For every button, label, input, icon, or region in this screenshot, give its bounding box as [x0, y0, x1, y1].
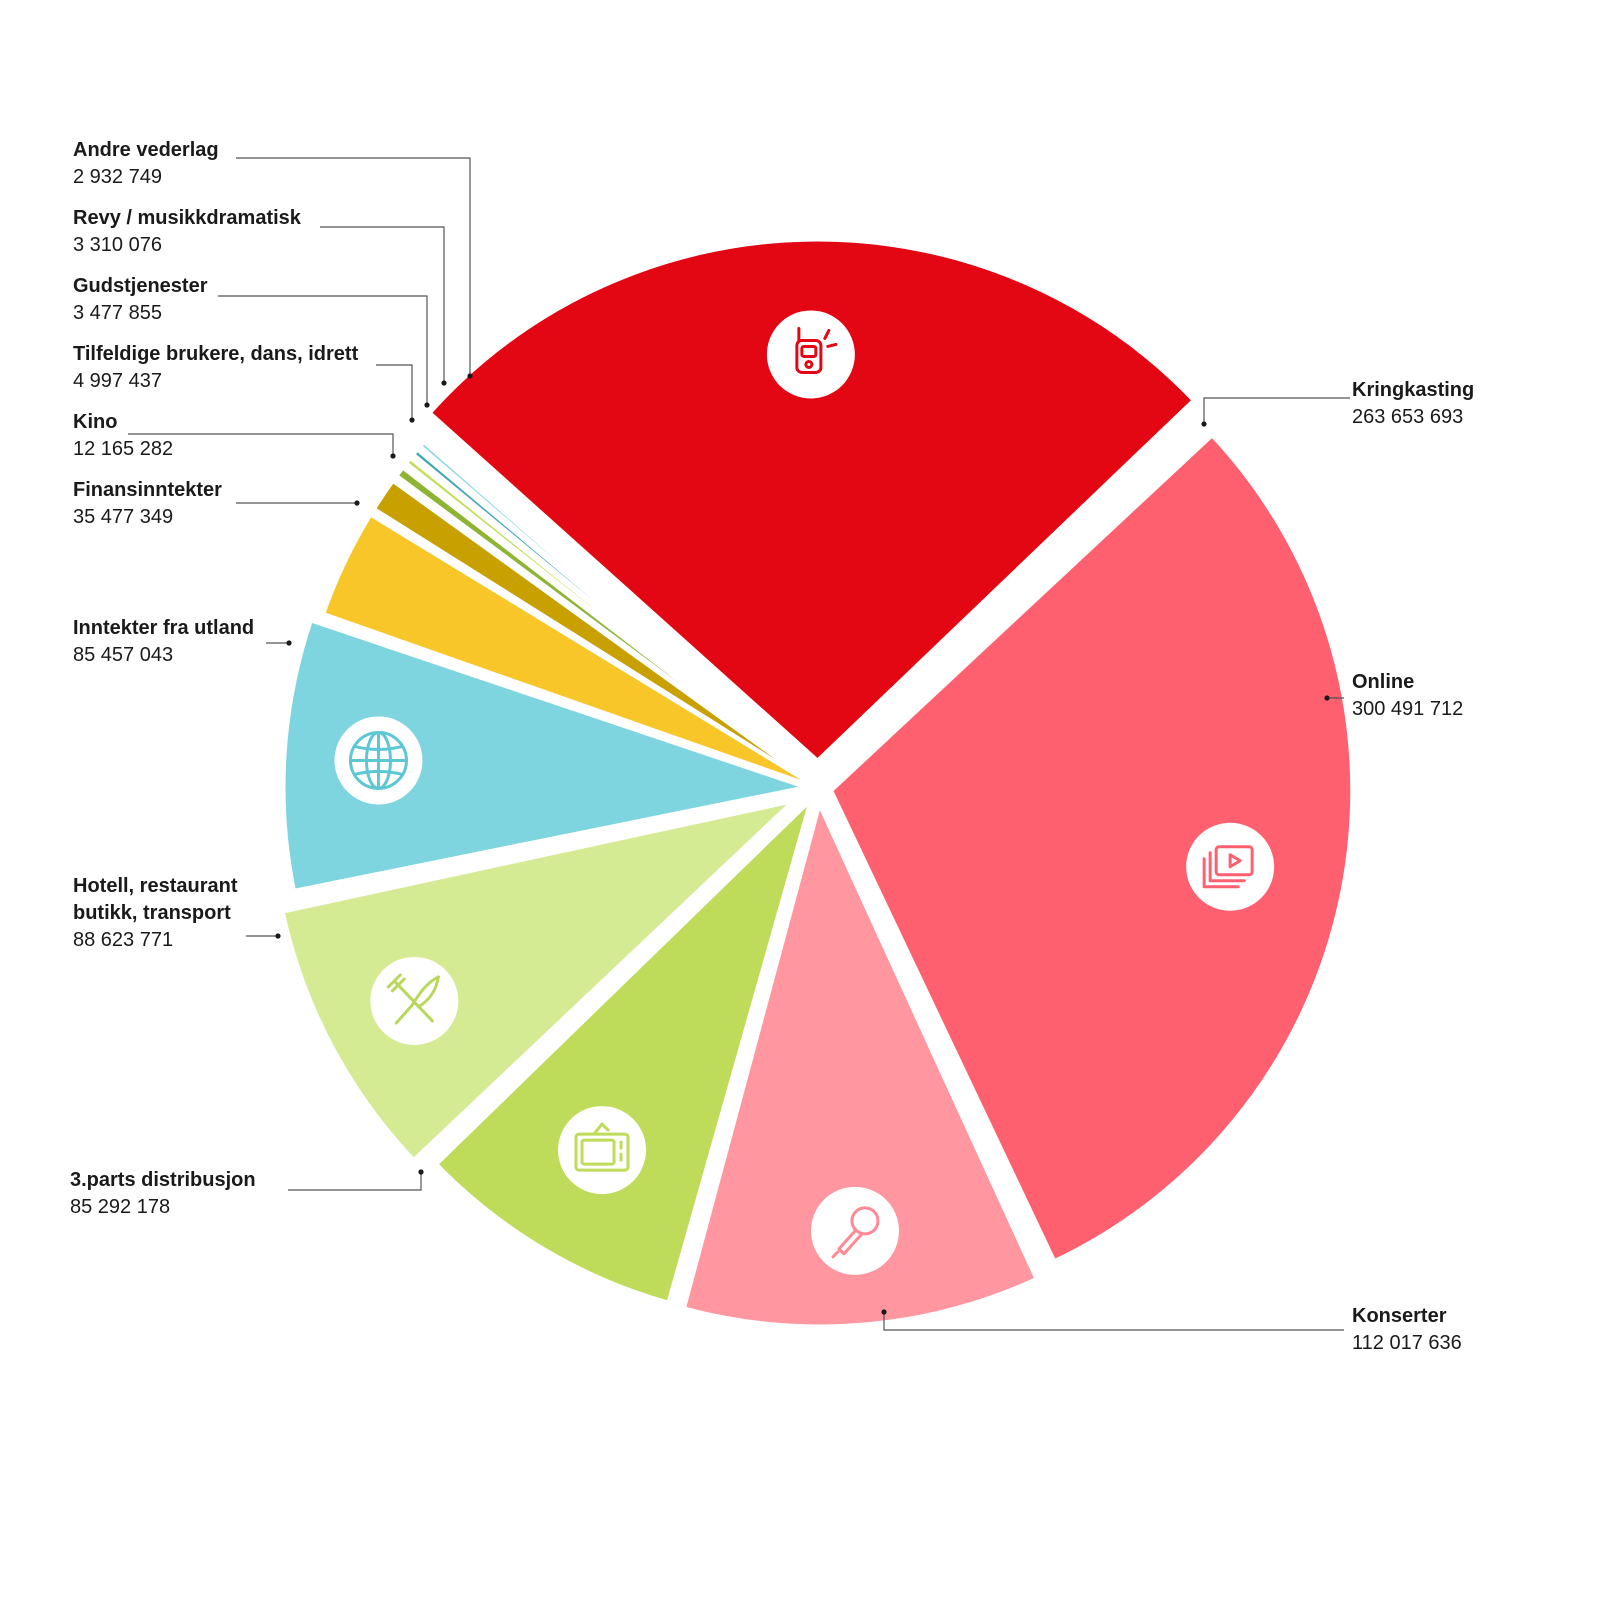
label-konserter-name: Konserter	[1352, 1305, 1447, 1327]
slice-icons	[334, 310, 1275, 1275]
leader-line-revy-musikkdramatisk	[320, 226, 445, 383]
leader-lines	[128, 157, 1350, 1331]
label-kino-value: 12 165 282	[73, 438, 173, 460]
pie-slices	[281, 238, 1354, 1328]
leader-dot-kino	[390, 453, 396, 459]
label-konserter-value: 112 017 636	[1352, 1332, 1462, 1354]
label-hotell-restaurant-butikk-transport-name-line-1: Hotell, restaurant	[73, 875, 238, 897]
leader-line-3-parts-distribusjon	[288, 1172, 422, 1191]
slice-tilfeldige-brukere-dans-idrett	[395, 466, 817, 788]
slice-hotell-restaurant-butikk-transport	[281, 800, 793, 1161]
leader-line-kringkasting	[1203, 397, 1350, 424]
slice-gudstjenester	[405, 457, 817, 788]
leader-dot-finansinntekter	[354, 500, 360, 506]
leader-dot-konserter	[881, 1309, 887, 1315]
slice-labels: Kringkasting 263 653 693 Online 300 491 712…	[70, 139, 1474, 1354]
leader-line-kino	[128, 433, 394, 456]
slice-3-parts-distribusjon	[435, 800, 812, 1304]
label-tilfeldige-brukere-dans-idrett-value: 4 997 437	[73, 370, 162, 392]
slice-online	[830, 434, 1354, 1262]
label-finansinntekter-value: 35 477 349	[73, 506, 173, 528]
label-kringkasting-value: 263 653 693	[1352, 406, 1463, 428]
label-kringkasting-name: Kringkasting	[1352, 379, 1474, 401]
microphone-icon	[810, 1186, 899, 1275]
label-gudstjenester-value: 3 477 855	[73, 302, 162, 324]
label-online-value: 300 491 712	[1352, 698, 1463, 720]
leader-line-tilfeldige-brukere-dans-idrett	[376, 364, 413, 420]
label-online-name: Online	[1352, 671, 1414, 693]
radio-icon	[766, 310, 855, 399]
label-andre-vederlag-value: 2 932 749	[73, 166, 162, 188]
video-play-icon	[1186, 822, 1275, 911]
label-inntekter-fra-utland-value: 85 457 043	[73, 644, 173, 666]
label-hotell-restaurant-butikk-transport-name-line-2: butikk, transport	[73, 902, 231, 924]
label-andre-vederlag-name: Andre vederlag	[73, 139, 219, 161]
globe-icon	[334, 716, 423, 805]
label-revy-musikkdramatisk-name: Revy / musikkdramatisk	[73, 207, 302, 229]
slice-revy-musikkdramatisk	[412, 448, 817, 787]
slice-inntekter-fra-utland	[282, 619, 806, 892]
leader-dot-tilfeldige-brukere-dans-idrett	[409, 417, 415, 423]
leader-line-gudstjenester	[218, 295, 428, 405]
slice-finansinntekter	[322, 513, 816, 788]
label-gudstjenester-name: Gudstjenester	[73, 275, 208, 297]
leader-dot-hotell-restaurant-butikk-transport	[275, 933, 281, 939]
cutlery-icon	[370, 956, 459, 1045]
label-finansinntekter-name: Finansinntekter	[73, 479, 222, 501]
label-kino-name: Kino	[73, 411, 117, 433]
leader-dot-inntekter-fra-utland	[286, 640, 292, 646]
leader-dot-revy-musikkdramatisk	[441, 380, 447, 386]
slice-konserter	[683, 804, 1038, 1328]
tv-icon	[558, 1106, 647, 1195]
label-3-parts-distribusjon-value: 85 292 178	[70, 1196, 170, 1218]
label-tilfeldige-brukere-dans-idrett-name: Tilfeldige brukere, dans, idrett	[73, 343, 359, 365]
leader-dot-3-parts-distribusjon	[418, 1169, 424, 1175]
slice-andre-vederlag	[419, 441, 817, 787]
slice-kino	[373, 480, 817, 788]
label-revy-musikkdramatisk-value: 3 310 076	[73, 234, 162, 256]
leader-dot-andre-vederlag	[467, 373, 473, 379]
leader-dot-gudstjenester	[424, 402, 430, 408]
slice-kringkasting	[428, 238, 1195, 762]
label-inntekter-fra-utland-name: Inntekter fra utland	[73, 617, 254, 639]
leader-line-konserter	[883, 1312, 1344, 1331]
leader-dot-online	[1324, 695, 1330, 701]
label-hotell-restaurant-butikk-transport-value: 88 623 771	[73, 929, 173, 951]
leader-dot-kringkasting	[1201, 421, 1207, 427]
label-3-parts-distribusjon-name: 3.parts distribusjon	[70, 1169, 256, 1191]
leader-line-andre-vederlag	[236, 157, 471, 376]
